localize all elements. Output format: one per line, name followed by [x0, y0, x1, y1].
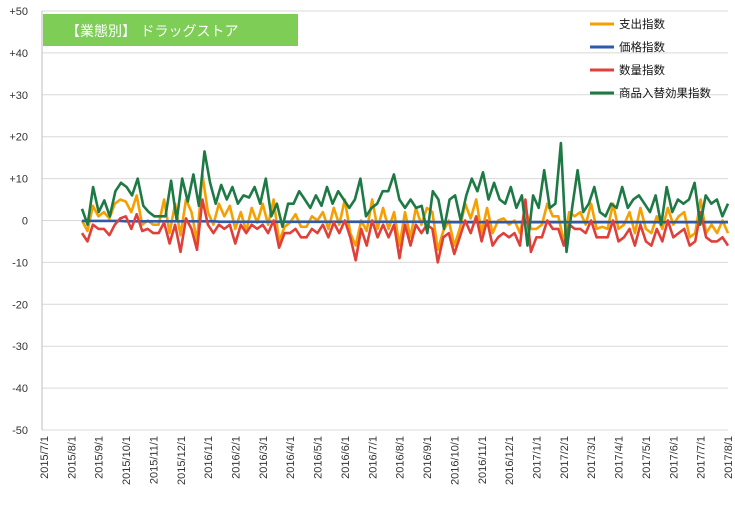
x-tick-label: 2017/7/1 — [696, 436, 708, 479]
y-tick-label: -40 — [12, 383, 28, 395]
x-tick-label: 2016/6/1 — [340, 436, 352, 479]
x-tick-label: 2016/12/1 — [504, 436, 516, 485]
x-tick-label: 2016/1/1 — [203, 436, 215, 479]
x-tick-label: 2017/3/1 — [586, 436, 598, 479]
x-tick-label: 2017/4/1 — [614, 436, 626, 479]
x-tick-label: 2016/5/1 — [313, 436, 325, 479]
x-tick-label: 2017/2/1 — [559, 436, 571, 479]
y-tick-label: +50 — [9, 6, 28, 18]
y-tick-label: -10 — [12, 257, 28, 269]
series-line-2 — [80, 198, 730, 264]
x-tick-label: 2016/10/1 — [449, 436, 461, 485]
x-tick-label: 2015/12/1 — [176, 436, 188, 485]
y-tick-label: +10 — [9, 174, 28, 186]
x-tick-label: 2017/1/1 — [531, 436, 543, 479]
series-line-1 — [82, 219, 728, 224]
legend-label: 支出指数 — [619, 17, 665, 31]
x-tick-label: 2016/9/1 — [422, 436, 434, 479]
x-axis: 2015/7/1 2015/8/1 2015/9/1 2015/10/1 2015/11… — [39, 436, 735, 485]
chart-title-box: 【業態別】 ドラッグストア — [43, 14, 298, 46]
series-line-0 — [80, 173, 730, 252]
x-tick-label: 2016/3/1 — [258, 436, 270, 479]
y-tick-label: -50 — [12, 425, 28, 437]
legend-label: 数量指数 — [619, 63, 665, 77]
y-tick-label: +20 — [9, 132, 28, 144]
y-tick-label: 0 — [22, 216, 28, 228]
x-tick-label: 2016/4/1 — [285, 436, 297, 479]
y-axis: +50 +40 +30 +20 +10 0 -10 -20 -30 -40 -50 — [9, 6, 28, 437]
title-background — [43, 14, 298, 46]
y-tick-label: -20 — [12, 299, 28, 311]
chart-title: 【業態別】 ドラッグストア — [66, 24, 238, 40]
y-tick-label: +30 — [9, 90, 28, 102]
legend-label: 商品入替効果指数 — [619, 86, 711, 100]
x-tick-label: 2015/7/1 — [39, 436, 51, 479]
x-tick-label: 2015/11/1 — [148, 436, 160, 484]
x-tick-label: 2016/2/1 — [231, 436, 243, 479]
series-lines — [80, 141, 730, 264]
x-tick-label: 2017/6/1 — [668, 436, 680, 479]
x-tick-label: 2017/8/1 — [723, 436, 735, 479]
legend-label: 価格指数 — [619, 40, 665, 54]
x-tick-label: 2017/5/1 — [641, 436, 653, 479]
x-tick-label: 2016/7/1 — [367, 436, 379, 479]
x-tick-label: 2016/8/1 — [395, 436, 407, 479]
y-tick-label: +40 — [9, 48, 28, 60]
x-tick-label: 2015/10/1 — [121, 436, 133, 485]
x-tick-label: 2015/9/1 — [94, 436, 106, 479]
x-tick-label: 2015/8/1 — [66, 436, 78, 479]
y-tick-label: -30 — [12, 341, 28, 353]
series-line-3 — [80, 141, 730, 254]
x-tick-label: 2016/11/1 — [477, 436, 489, 484]
